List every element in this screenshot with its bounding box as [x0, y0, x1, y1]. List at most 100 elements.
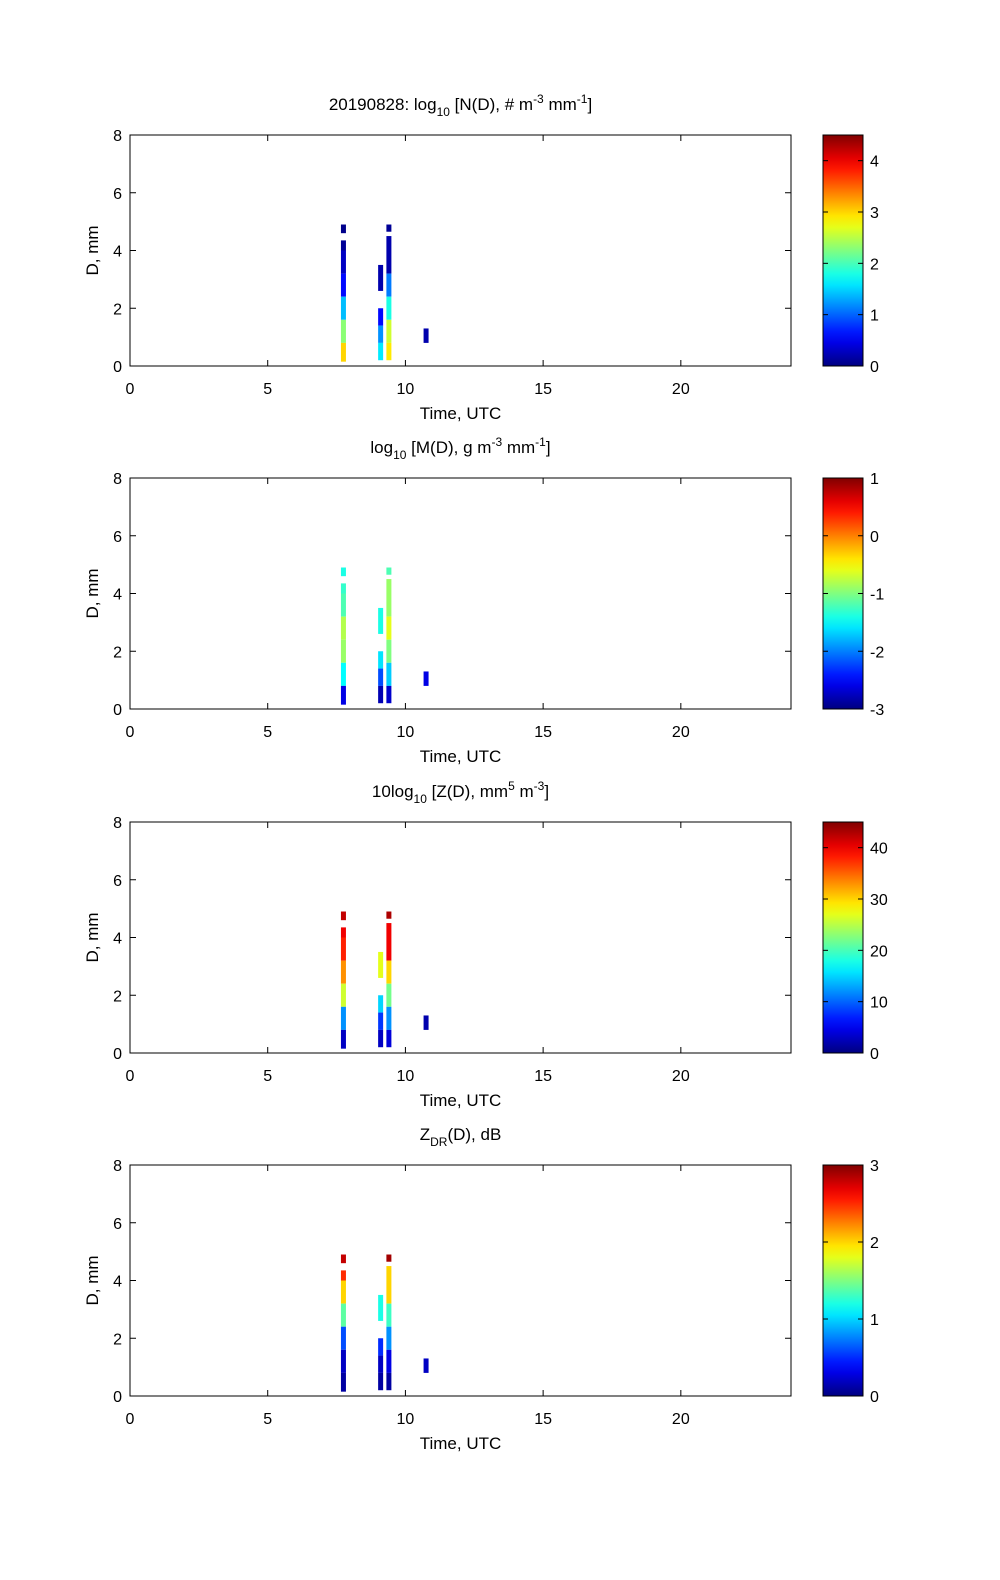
y-tick-label: 0 [113, 1389, 122, 1406]
title-part-1: DR [430, 1135, 448, 1149]
data-cell-8 [378, 951, 384, 978]
data-cell-9 [378, 308, 384, 326]
panel-3: 10log10 [Z(D), mm5 m-3]0 5 10 15 2002468Time… [83, 779, 888, 1110]
data-cell-15 [386, 296, 392, 320]
title-part-4: mm [544, 95, 577, 114]
colorbar [822, 477, 864, 710]
x-axis-label: Time, UTC [420, 1091, 502, 1110]
data-cell-10 [378, 1012, 384, 1030]
data-cell-4 [340, 960, 346, 984]
data-cell-4 [340, 1303, 346, 1327]
x-tick-label: 15 [534, 1068, 552, 1085]
data-cell-5 [340, 1326, 346, 1350]
colorbar-tick-label: 0 [870, 1046, 879, 1063]
x-tick-label: 5 [263, 1411, 272, 1428]
data-cell-7 [340, 685, 346, 705]
data-cell-16 [386, 662, 392, 686]
title-part-5: -1 [535, 435, 546, 449]
x-tick-label: 5 [263, 724, 272, 741]
y-axis-label: D, mm [83, 1255, 102, 1305]
y-tick-label: 4 [113, 244, 122, 261]
x-tick-label: 0 [126, 381, 135, 398]
colorbar-tick-label: 1 [870, 471, 879, 488]
title-part-0: Z [420, 1125, 430, 1144]
x-tick-label: 0 [126, 1411, 135, 1428]
title-part-6: ] [546, 438, 551, 457]
title-part-1: 10 [393, 448, 407, 462]
data-cell-14 [386, 616, 392, 640]
y-tick-label: 4 [113, 931, 122, 948]
data-cell-9 [378, 1338, 384, 1356]
data-cell-11 [378, 1372, 384, 1391]
title-part-0: 20190828: log [329, 95, 437, 114]
panel-1: 20190828: log10 [N(D), # m-3 mm-1]0 5 10 15… [83, 92, 879, 423]
axes-box [129, 477, 792, 710]
data-cell-5 [340, 639, 346, 663]
y-tick-label: 4 [113, 587, 122, 604]
colorbar-tick-label: 1 [870, 308, 879, 325]
x-tick-label: 0 [126, 1068, 135, 1085]
x-tick-label: 15 [534, 1411, 552, 1428]
y-tick-label: 4 [113, 1274, 122, 1291]
title-part-5: -1 [577, 92, 588, 106]
y-tick-label: 2 [113, 1331, 122, 1348]
colorbar-tick-label: 0 [870, 529, 879, 546]
data-cell-7 [340, 1029, 346, 1049]
x-axis-label: Time, UTC [420, 1434, 502, 1453]
colorbar-tick-label: -3 [870, 702, 884, 719]
data-cell-18 [423, 328, 429, 343]
data-cell-15 [386, 983, 392, 1007]
x-tick-label: 10 [397, 1411, 415, 1428]
y-tick-label: 6 [113, 186, 122, 203]
x-tick-label: 5 [263, 381, 272, 398]
axes-box [129, 1164, 792, 1397]
data-cell-17 [386, 342, 392, 361]
title-part-1: 10 [414, 792, 428, 806]
data-cell-3 [340, 937, 346, 961]
colorbar-tick-label: 2 [870, 256, 879, 273]
data-cell-11 [378, 685, 384, 704]
title-part-6: ] [587, 95, 592, 114]
title-part-4: m [515, 782, 534, 801]
data-cell-11 [378, 1029, 384, 1048]
data-cell-1 [340, 1254, 346, 1264]
chart-title: ZDR(D), dB [420, 1125, 502, 1149]
data-cell-15 [386, 639, 392, 663]
data-cell-14 [386, 273, 392, 297]
data-cell-12 [386, 1254, 392, 1262]
data-cell-12 [386, 911, 392, 919]
colorbar-tick-label: 4 [870, 154, 879, 171]
data-cell-6 [340, 319, 346, 343]
y-tick-label: 6 [113, 873, 122, 890]
colorbar-tick-label: 0 [870, 359, 879, 376]
colorbar-tick-label: 3 [870, 1158, 879, 1175]
colorbar-tick-label: 30 [870, 892, 888, 909]
data-cell-7 [340, 342, 346, 362]
data-cell-7 [340, 1372, 346, 1392]
title-part-3: -3 [533, 92, 544, 106]
data-cell-3 [340, 593, 346, 617]
data-cell-2 [340, 1270, 346, 1281]
y-tick-label: 8 [113, 471, 122, 488]
title-part-5: -3 [534, 779, 545, 793]
data-cell-8 [378, 1294, 384, 1321]
data-cell-1 [340, 567, 346, 577]
x-tick-label: 20 [672, 1411, 690, 1428]
colorbar [822, 821, 864, 1054]
axes-box [129, 821, 792, 1054]
y-tick-label: 8 [113, 815, 122, 832]
chart-title: 10log10 [Z(D), mm5 m-3] [372, 779, 549, 806]
colorbar-tick-label: 3 [870, 205, 879, 222]
panel-4: ZDR(D), dB 0 5 10 15 20 0 2 4 6 8 Time, UTC D, mm 0 1 2… [83, 1125, 879, 1453]
x-axis-label: Time, UTC [420, 747, 502, 766]
y-tick-label: 0 [113, 359, 122, 376]
data-cell-9 [378, 651, 384, 669]
data-cell-10 [378, 668, 384, 686]
title-part-2: [Z(D), mm [427, 782, 508, 801]
data-cell-1 [340, 911, 346, 921]
x-tick-label: 10 [397, 1068, 415, 1085]
data-cell-16 [386, 1349, 392, 1373]
data-cell-6 [340, 1349, 346, 1373]
data-cell-14 [386, 960, 392, 984]
data-cell-18 [423, 1358, 429, 1373]
